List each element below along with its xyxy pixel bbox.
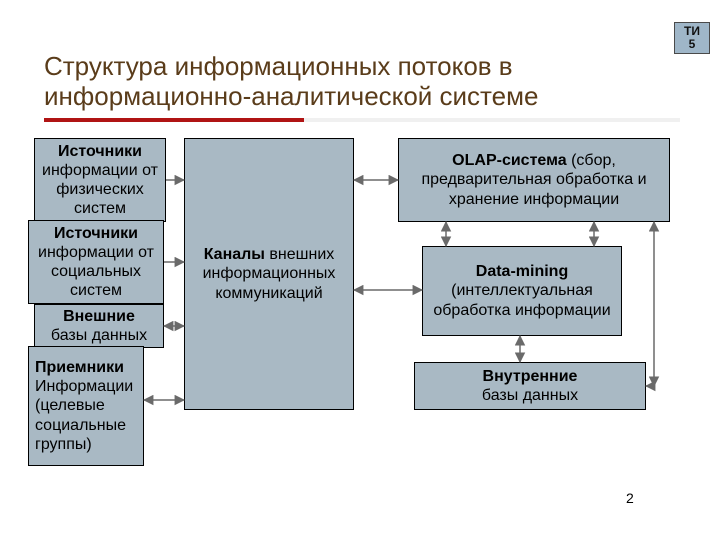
node-label-rest: базы данных (51, 326, 147, 345)
corner-badge: ТИ 5 (674, 22, 710, 54)
node-label-bold: Внешние (63, 308, 135, 325)
node-channels: Каналы внешних информационных коммуникац… (184, 138, 354, 410)
node-label-rest: (интеллектуальная обработка информации (429, 281, 615, 319)
node-label-rest: базы данных (482, 386, 578, 405)
node-label-bold: Приемники (35, 359, 124, 376)
node-label-bold: OLAP-система (452, 152, 566, 169)
node-label-bold: Источники (54, 225, 138, 242)
node-label-rest: информации от физических систем (41, 161, 159, 219)
node-receivers: Приемники Информации (целевые социальные… (28, 346, 144, 466)
title-line1: Структура информационных потоков в (44, 51, 513, 81)
node-label-rest: информации от социальных систем (35, 243, 157, 301)
node-external-db: Внешние базы данных (34, 304, 164, 348)
node-sources-physical: Источники информации от физических систе… (34, 138, 166, 222)
node-datamining: Data-mining (интеллектуальная обработка … (422, 246, 622, 336)
page-number: 2 (626, 490, 634, 506)
node-label-bold: Внутренние (483, 368, 578, 385)
node-sources-social: Источники информации от социальных систе… (28, 220, 164, 304)
slide-title: Структура информационных потоков в инфор… (44, 52, 664, 112)
node-internal-db: Внутренние базы данных (414, 362, 646, 410)
node-label-rest: Информации (целевые социальные группы) (35, 377, 137, 454)
title-underline-accent (44, 118, 304, 122)
node-olap: OLAP-система (сбор, предварительная обра… (398, 138, 670, 222)
corner-line2: 5 (689, 37, 696, 51)
title-line2: информационно-аналитической системе (44, 81, 538, 111)
node-label-bold: Источники (58, 143, 142, 160)
node-label-bold: Каналы (204, 246, 265, 263)
corner-line1: ТИ (684, 24, 700, 38)
node-label-bold: Data-mining (476, 263, 568, 280)
